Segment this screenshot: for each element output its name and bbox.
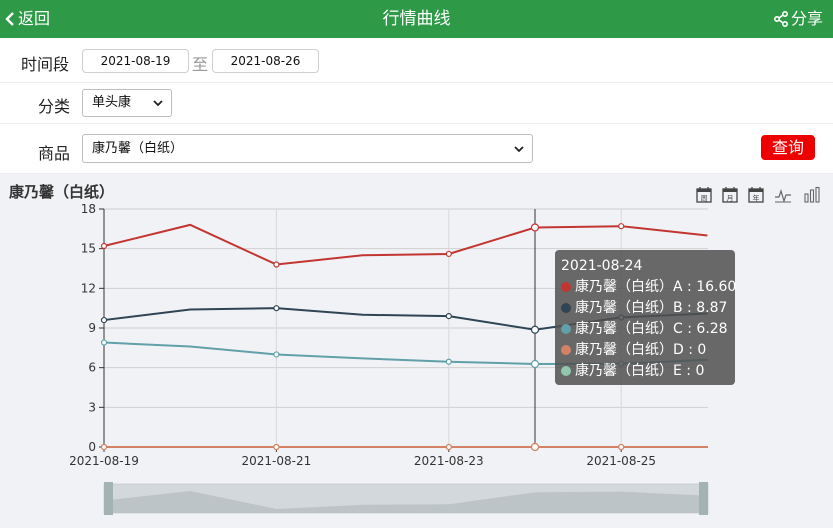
tooltip-value: 6.28 xyxy=(696,321,728,337)
tooltip-row: 康乃馨（白纸）C : 6.28 xyxy=(561,319,729,340)
tooltip-series-name: 康乃馨（白纸）A xyxy=(575,279,683,295)
app-header: 返回 行情曲线 分享 xyxy=(0,0,833,38)
line-chart-icon[interactable] xyxy=(774,186,792,204)
date-separator: 至 xyxy=(192,55,209,74)
tooltip-dot xyxy=(561,324,571,334)
back-button[interactable]: 返回 xyxy=(4,0,50,38)
chart-title: 康乃馨（白纸） xyxy=(9,183,115,201)
tooltip-dot xyxy=(561,345,571,355)
tooltip-series-name: 康乃馨（白纸）E xyxy=(575,363,682,379)
tooltip-dot xyxy=(561,303,571,313)
bar-chart-icon[interactable] xyxy=(803,186,821,204)
date-to-input[interactable]: 2021-08-26 xyxy=(212,49,319,73)
query-button[interactable]: 查询 xyxy=(761,135,815,160)
back-label: 返回 xyxy=(18,9,51,28)
tooltip-series-name: 康乃馨（白纸）D xyxy=(575,342,684,358)
tooltip-dot xyxy=(561,366,571,376)
category-select[interactable]: 单头康 xyxy=(82,89,172,117)
share-label: 分享 xyxy=(790,9,823,28)
calendar-week-icon[interactable]: 周 xyxy=(695,186,713,204)
calendar-week-label: 周 xyxy=(701,195,708,203)
tooltip-value: 16.60 xyxy=(696,279,737,295)
calendar-month-icon[interactable]: 月 xyxy=(721,186,739,204)
tooltip-value: 0 xyxy=(697,342,707,358)
period-label: 时间段 xyxy=(21,55,70,74)
chart-tooltip: 2021-08-24 康乃馨（白纸）A : 16.60 康乃馨（白纸）B : 8… xyxy=(555,250,736,385)
product-select[interactable]: 康乃馨（白纸） xyxy=(82,134,533,163)
category-value: 单头康 xyxy=(92,95,132,110)
tooltip-dot xyxy=(561,282,571,292)
tooltip-series-name: 康乃馨（白纸）C xyxy=(575,321,683,337)
chevron-down-icon xyxy=(153,100,163,107)
tooltip-value: 8.87 xyxy=(696,300,728,316)
product-label: 商品 xyxy=(38,144,71,163)
tooltip-row: 康乃馨（白纸）D : 0 xyxy=(561,340,729,361)
calendar-year-label: 年 xyxy=(753,194,760,203)
date-from-input[interactable]: 2021-08-19 xyxy=(82,49,189,73)
tooltip-row: 康乃馨（白纸）B : 8.87 xyxy=(561,298,729,319)
chevron-left-icon xyxy=(5,12,14,26)
product-row: 商品 康乃馨（白纸） xyxy=(0,124,833,174)
tooltip-value: 0 xyxy=(695,363,705,379)
product-value: 康乃馨（白纸） xyxy=(92,141,184,156)
calendar-year-icon[interactable]: 年 xyxy=(747,186,765,204)
share-button[interactable]: 分享 xyxy=(773,0,823,38)
share-icon xyxy=(773,10,788,28)
calendar-month-label: 月 xyxy=(727,195,734,203)
period-row: 时间段 2021-08-19 至 2021-08-26 xyxy=(0,38,833,83)
tooltip-date: 2021-08-24 xyxy=(561,258,643,274)
tooltip-series-name: 康乃馨（白纸）B xyxy=(575,300,683,316)
tooltip-row: 康乃馨（白纸）A : 16.60 xyxy=(561,277,736,298)
tooltip-row: 康乃馨（白纸）E : 0 xyxy=(561,361,729,382)
page-title: 行情曲线 xyxy=(382,9,451,29)
chevron-down-icon xyxy=(514,145,524,152)
category-label: 分类 xyxy=(38,97,71,116)
category-row: 分类 单头康 xyxy=(0,83,833,124)
